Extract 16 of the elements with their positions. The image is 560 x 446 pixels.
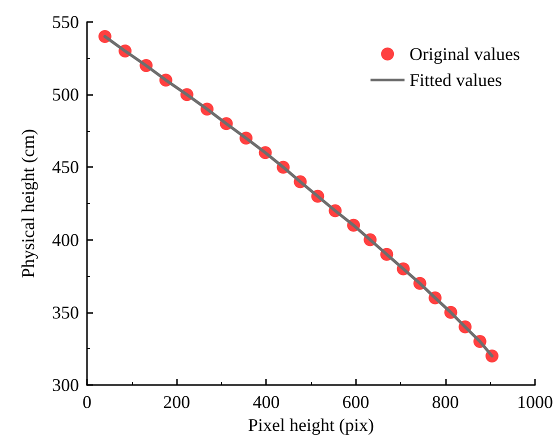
x-tick-label: 200 bbox=[163, 392, 190, 412]
x-tick-label: 800 bbox=[432, 392, 459, 412]
y-tick-label: 550 bbox=[52, 12, 79, 32]
x-tick-label: 400 bbox=[252, 392, 280, 412]
legend-label: Original values bbox=[410, 44, 520, 64]
y-tick-label: 450 bbox=[52, 157, 79, 178]
x-tick-label: 600 bbox=[342, 392, 370, 412]
x-tick-label: 1000 bbox=[517, 392, 553, 412]
x-axis-title: Pixel height (pix) bbox=[248, 414, 374, 435]
legend-label: Fitted values bbox=[410, 70, 502, 90]
x-tick-label: 0 bbox=[82, 392, 92, 412]
y-tick-label: 500 bbox=[52, 84, 79, 105]
y-tick-label: 400 bbox=[52, 230, 79, 250]
y-axis-title: Physical height (cm) bbox=[18, 129, 38, 278]
y-tick-label: 300 bbox=[52, 375, 79, 395]
y-tick-label: 350 bbox=[52, 302, 79, 322]
